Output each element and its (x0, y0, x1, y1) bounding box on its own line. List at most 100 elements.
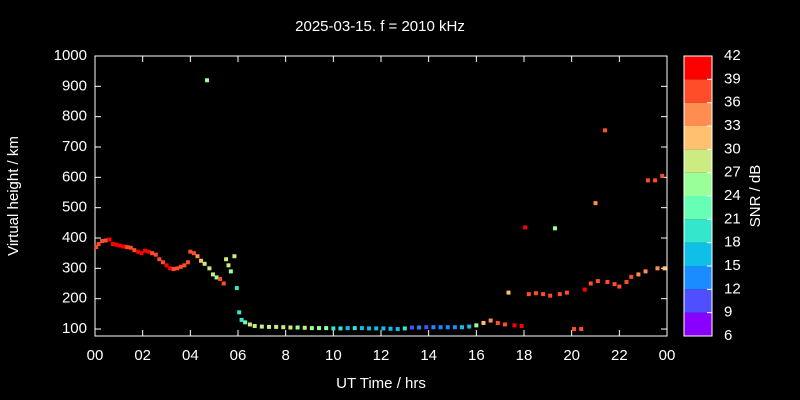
data-point (153, 252, 158, 257)
data-point (114, 242, 119, 247)
data-point (593, 201, 598, 206)
data-point (660, 173, 665, 178)
x-tick-label: 06 (230, 347, 247, 364)
data-point (182, 263, 187, 268)
colorbar-band (684, 266, 712, 290)
data-point (645, 178, 650, 183)
data-point (125, 245, 130, 250)
data-point (617, 284, 622, 289)
x-tick-label: 02 (134, 347, 151, 364)
x-tick-label: 8 (281, 347, 289, 364)
data-point (202, 261, 207, 266)
data-point (409, 325, 414, 330)
colorbar-tick-label: 36 (724, 94, 741, 111)
data-point (247, 322, 252, 327)
colorbar-tick-label: 15 (724, 257, 741, 274)
data-point (552, 226, 557, 231)
x-tick-label: 20 (563, 347, 580, 364)
data-point (467, 324, 472, 329)
data-point (345, 326, 350, 331)
x-tick-label: 12 (373, 347, 390, 364)
colorbar-label: SNR / dB (747, 165, 764, 228)
colorbar-tick-label: 39 (724, 70, 741, 87)
data-point (488, 318, 493, 323)
data-point (218, 276, 223, 281)
y-tick-label: 1000 (54, 47, 87, 64)
data-point (629, 274, 634, 279)
data-point (228, 269, 233, 274)
data-point (557, 292, 562, 297)
data-point (207, 266, 212, 271)
data-point (157, 257, 162, 262)
data-point (237, 310, 242, 315)
data-point (234, 286, 239, 291)
data-point (474, 323, 479, 328)
data-point (214, 275, 219, 280)
data-point (352, 326, 357, 331)
data-point (94, 245, 99, 250)
x-tick-label: 16 (468, 347, 485, 364)
data-point (381, 326, 386, 331)
data-point (541, 292, 546, 297)
data-point (128, 245, 133, 250)
data-point (135, 249, 140, 254)
data-point (100, 239, 105, 244)
data-point (502, 322, 507, 327)
y-tick-label: 600 (62, 168, 87, 185)
data-point (595, 279, 600, 284)
data-point (239, 317, 244, 322)
data-point (164, 263, 169, 268)
colorbar-band (684, 312, 712, 336)
data-point (274, 324, 279, 329)
data-point (460, 325, 465, 330)
colorbar-band (684, 219, 712, 243)
data-point (226, 263, 231, 268)
colorbar-tick-label: 18 (724, 234, 741, 251)
data-point (288, 325, 293, 330)
data-point (139, 251, 144, 256)
colorbar-tick-label: 42 (724, 47, 741, 64)
data-point (295, 325, 300, 330)
data-point (481, 320, 486, 325)
x-tick-label: 18 (516, 347, 533, 364)
colorbar-band (684, 196, 712, 220)
data-point (402, 326, 407, 331)
colorbar-tick-label: 12 (724, 280, 741, 297)
colorbar-tick-label: 27 (724, 164, 741, 181)
data-point (309, 326, 314, 331)
data-point (121, 244, 126, 249)
data-point (199, 258, 204, 263)
y-tick-label: 100 (62, 320, 87, 337)
chart-title: 2025-03-15. f = 2010 kHz (295, 18, 465, 35)
x-tick-label: 00 (659, 347, 676, 364)
y-tick-label: 500 (62, 199, 87, 216)
data-point (205, 78, 210, 83)
data-point (146, 249, 151, 254)
colorbar-band (684, 56, 712, 80)
data-point (519, 323, 524, 328)
colorbar-tick-label: 6 (724, 327, 732, 344)
data-point (395, 327, 400, 332)
data-point (662, 266, 667, 271)
x-tick-label: 10 (325, 347, 342, 364)
data-point (359, 326, 364, 331)
y-tick-label: 200 (62, 290, 87, 307)
data-point (132, 248, 137, 253)
data-point (195, 254, 200, 259)
x-tick-label: 00 (87, 347, 104, 364)
data-point (548, 293, 553, 298)
data-point (588, 281, 593, 286)
data-point (523, 225, 528, 230)
data-point (512, 323, 517, 328)
colorbar-tick-label: 30 (724, 140, 741, 157)
colorbar-band (684, 242, 712, 266)
data-point (367, 326, 372, 331)
data-point (526, 292, 531, 297)
colorbar-band (684, 172, 712, 196)
colorbar-tick-label: 21 (724, 210, 741, 227)
x-axis-label: UT Time / hrs (336, 375, 426, 392)
data-point (579, 327, 584, 332)
